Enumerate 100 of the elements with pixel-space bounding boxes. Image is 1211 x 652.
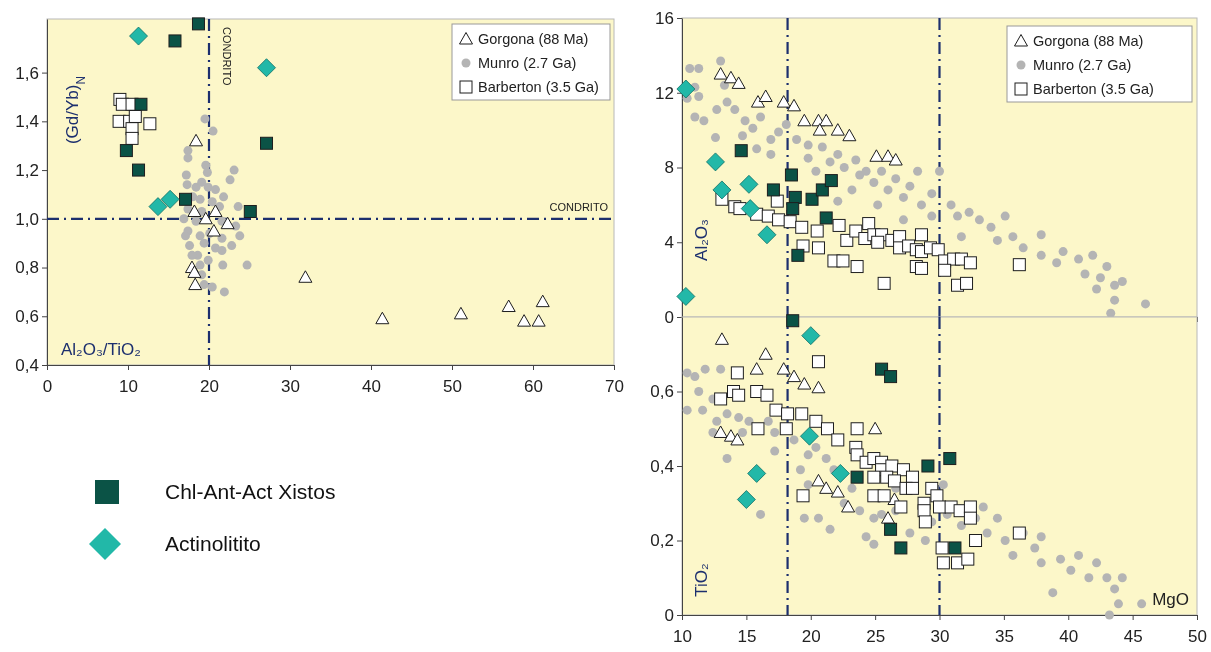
point <box>815 183 829 197</box>
point <box>760 388 774 402</box>
point <box>191 17 205 31</box>
point <box>894 541 908 555</box>
point <box>714 332 729 345</box>
point <box>747 464 767 483</box>
point <box>189 133 204 147</box>
point <box>203 182 213 192</box>
point <box>712 180 732 200</box>
point <box>935 541 949 555</box>
point <box>119 144 133 158</box>
point <box>453 306 468 320</box>
x-axis-title: MgO <box>1152 590 1189 609</box>
point <box>749 362 764 375</box>
point <box>750 95 765 108</box>
point <box>830 123 845 136</box>
point <box>187 204 202 217</box>
point <box>195 260 205 270</box>
point <box>811 355 825 369</box>
point <box>936 556 950 570</box>
point <box>203 255 213 265</box>
point <box>730 432 745 446</box>
point <box>191 182 201 192</box>
point <box>801 326 821 346</box>
point <box>963 500 977 514</box>
point <box>208 204 223 217</box>
point <box>914 228 928 242</box>
point <box>128 109 142 123</box>
point <box>809 414 823 428</box>
point <box>921 459 935 473</box>
point <box>948 541 962 555</box>
point <box>731 76 746 89</box>
legend-label: Gorgona (88 Ma) <box>478 31 589 47</box>
point <box>779 422 793 436</box>
point <box>850 260 864 274</box>
x-tick-label: 35 <box>994 626 1014 646</box>
point <box>784 168 798 182</box>
point <box>800 426 819 446</box>
ref-line-label: CONDRITO <box>549 200 609 213</box>
point <box>787 369 802 383</box>
point <box>805 192 819 206</box>
y-tick-label: 0,6 <box>650 382 674 402</box>
point <box>796 489 810 503</box>
point <box>797 113 812 127</box>
point <box>243 204 257 218</box>
point <box>869 149 884 162</box>
point <box>197 177 207 187</box>
point <box>125 131 139 145</box>
ref-line-label: CONDRITO <box>221 27 233 86</box>
y-tick-label: 0,4 <box>15 355 39 375</box>
point <box>961 552 975 566</box>
x-tick-label: 40 <box>362 376 381 396</box>
point <box>195 194 205 204</box>
point <box>676 287 696 306</box>
point <box>148 197 168 217</box>
point <box>819 211 833 225</box>
y-tick-label: 0,6 <box>15 307 39 327</box>
point <box>531 314 546 327</box>
point <box>758 89 773 102</box>
point <box>887 474 901 488</box>
y-tick-label: 0,8 <box>15 258 39 278</box>
point <box>769 403 783 417</box>
y-tick-label: 1,0 <box>15 209 39 229</box>
y-tick-label: 4 <box>664 233 674 253</box>
x-tick-label: 70 <box>605 376 624 396</box>
point <box>819 481 834 494</box>
legend-label: Gorgona (88 Ma) <box>1033 33 1144 49</box>
y-tick-label: 0,2 <box>650 531 674 551</box>
point <box>766 183 780 197</box>
y-tick-label: 0 <box>664 605 674 625</box>
point <box>736 490 756 509</box>
point <box>938 263 952 277</box>
point <box>132 163 146 177</box>
y-axis-title: TiO₂ <box>692 563 711 597</box>
point <box>199 280 209 290</box>
y-tick-label: 1,4 <box>15 112 39 132</box>
point <box>963 511 977 525</box>
point <box>129 26 148 46</box>
point <box>905 481 919 495</box>
point <box>772 213 786 227</box>
point <box>208 126 218 136</box>
y-tick-label: 0 <box>664 307 674 327</box>
point <box>787 98 802 112</box>
point <box>220 216 235 230</box>
point <box>134 97 148 111</box>
point <box>884 370 898 384</box>
x-tick-label: 25 <box>866 626 886 646</box>
point <box>187 265 202 278</box>
point <box>871 235 885 249</box>
point <box>819 113 834 127</box>
point <box>776 95 791 108</box>
legend-label: Barberton (3.5 Ga) <box>478 79 599 95</box>
point <box>810 224 824 238</box>
point <box>168 34 182 48</box>
y-tick-label: 1,6 <box>15 63 39 83</box>
legend-label: Actinolitito <box>165 532 261 555</box>
y-tick-label: 12 <box>655 83 674 103</box>
point <box>535 294 550 308</box>
point <box>202 168 212 178</box>
point <box>850 422 864 436</box>
